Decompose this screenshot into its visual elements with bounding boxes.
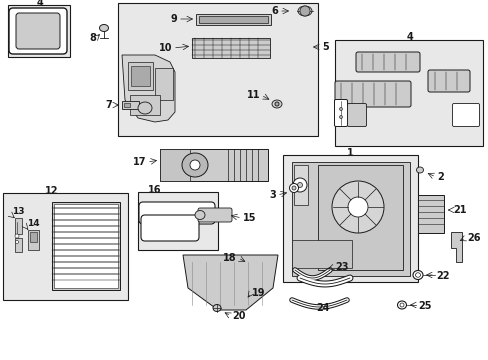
Bar <box>128 62 153 90</box>
Text: 26: 26 <box>466 233 480 243</box>
Bar <box>52 202 120 290</box>
Bar <box>160 149 190 181</box>
Bar <box>15 218 22 234</box>
Ellipse shape <box>339 116 342 118</box>
Bar <box>8 5 70 57</box>
Polygon shape <box>293 165 307 205</box>
Ellipse shape <box>213 305 221 311</box>
Text: 13: 13 <box>12 207 24 216</box>
Text: 8: 8 <box>89 33 96 43</box>
Ellipse shape <box>15 234 19 238</box>
Text: 9: 9 <box>170 14 177 24</box>
Bar <box>122 101 139 109</box>
Bar <box>155 68 173 100</box>
Bar <box>118 3 317 136</box>
FancyBboxPatch shape <box>16 13 60 49</box>
Ellipse shape <box>274 102 279 106</box>
Ellipse shape <box>399 303 403 307</box>
Ellipse shape <box>415 273 420 277</box>
Text: 12: 12 <box>45 186 59 196</box>
Bar <box>30 232 37 242</box>
Ellipse shape <box>190 160 200 170</box>
Bar <box>138 192 218 250</box>
Text: 2: 2 <box>436 172 443 182</box>
Text: 3: 3 <box>269 190 275 200</box>
Bar <box>130 95 160 115</box>
Bar <box>199 16 267 23</box>
Ellipse shape <box>271 100 282 108</box>
Bar <box>334 40 482 146</box>
Bar <box>192 38 269 58</box>
Bar <box>317 165 402 270</box>
Text: 1: 1 <box>346 148 353 158</box>
Polygon shape <box>183 255 278 310</box>
FancyBboxPatch shape <box>334 81 410 107</box>
Text: 14: 14 <box>27 220 40 229</box>
FancyBboxPatch shape <box>9 8 67 54</box>
FancyBboxPatch shape <box>198 208 231 222</box>
Polygon shape <box>122 55 175 122</box>
Bar <box>28 230 39 250</box>
Text: 18: 18 <box>223 253 237 263</box>
Polygon shape <box>450 232 461 262</box>
Ellipse shape <box>182 153 207 177</box>
FancyBboxPatch shape <box>451 104 479 126</box>
Text: 24: 24 <box>316 303 329 313</box>
Text: 4: 4 <box>37 0 43 8</box>
Bar <box>54 204 118 288</box>
FancyBboxPatch shape <box>427 70 469 92</box>
Ellipse shape <box>412 270 422 279</box>
Wedge shape <box>299 6 309 16</box>
Bar <box>3 193 128 300</box>
Text: 19: 19 <box>251 288 265 298</box>
Text: 25: 25 <box>417 301 430 311</box>
Bar <box>124 103 130 107</box>
Text: 22: 22 <box>435 271 448 281</box>
Text: 6: 6 <box>271 6 278 16</box>
Text: 23: 23 <box>334 262 348 272</box>
FancyBboxPatch shape <box>139 202 215 224</box>
Ellipse shape <box>347 197 367 217</box>
FancyBboxPatch shape <box>141 215 199 241</box>
Bar <box>160 149 267 181</box>
Ellipse shape <box>416 167 423 173</box>
Ellipse shape <box>292 178 306 192</box>
Text: 10: 10 <box>158 43 172 53</box>
Text: 5: 5 <box>321 42 328 52</box>
Ellipse shape <box>397 301 406 309</box>
Text: 4: 4 <box>406 32 412 42</box>
Bar <box>131 66 150 86</box>
Bar <box>15 238 22 252</box>
Ellipse shape <box>289 184 298 193</box>
Ellipse shape <box>16 240 19 243</box>
FancyBboxPatch shape <box>347 104 366 126</box>
Text: 16: 16 <box>148 185 161 195</box>
Bar <box>196 14 270 25</box>
Bar <box>291 162 409 276</box>
Ellipse shape <box>297 6 311 16</box>
Ellipse shape <box>195 211 204 220</box>
Text: 20: 20 <box>231 311 245 321</box>
Ellipse shape <box>291 186 295 190</box>
FancyBboxPatch shape <box>355 52 419 72</box>
Ellipse shape <box>339 108 342 111</box>
Bar <box>417 195 443 233</box>
Text: 17: 17 <box>132 157 146 167</box>
Text: 7: 7 <box>105 100 112 110</box>
FancyBboxPatch shape <box>334 99 347 126</box>
Text: 21: 21 <box>452 205 466 215</box>
Ellipse shape <box>99 24 108 31</box>
Text: 11: 11 <box>246 90 260 100</box>
Bar <box>283 155 417 282</box>
Ellipse shape <box>297 183 302 188</box>
Bar <box>291 240 351 268</box>
Ellipse shape <box>138 102 152 114</box>
Text: 15: 15 <box>243 213 256 223</box>
Ellipse shape <box>331 181 383 233</box>
